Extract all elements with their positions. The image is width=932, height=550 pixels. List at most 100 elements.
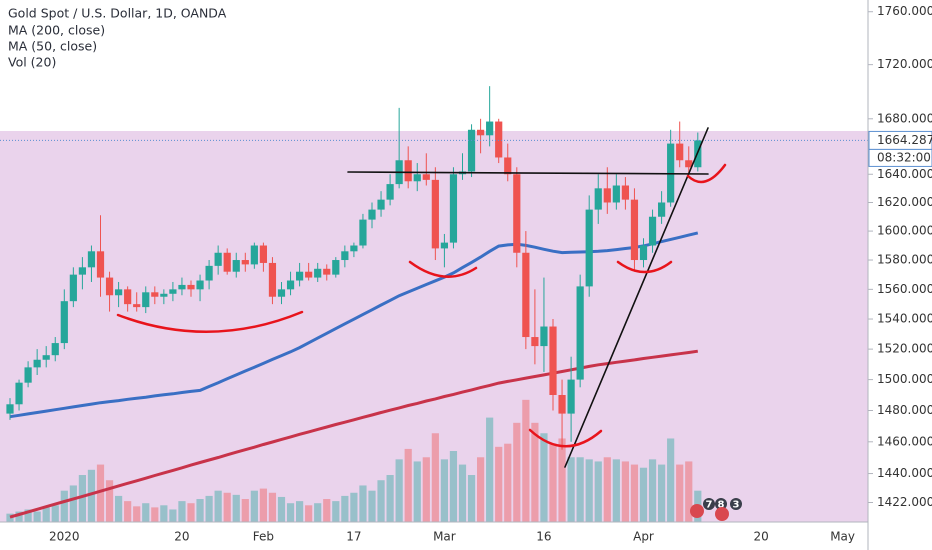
volume-bar: [223, 492, 231, 522]
candle-body: [658, 202, 666, 217]
candle-body: [567, 379, 575, 414]
candle-body: [422, 174, 430, 180]
y-tick-label: 1560.000: [877, 282, 932, 296]
candle-body: [124, 289, 132, 305]
candle-body: [522, 252, 530, 338]
volume-bar: [522, 399, 530, 522]
arc: [528, 428, 603, 448]
y-tick-label: 1500.000: [877, 372, 932, 386]
trend-line: [564, 127, 709, 468]
candle-body: [477, 129, 485, 136]
legend-entry: MA (200, close): [8, 23, 105, 38]
volume-bar: [513, 422, 521, 522]
volume-bar: [449, 451, 458, 522]
volume-bar: [15, 511, 23, 522]
volume-bar: [413, 461, 421, 522]
volume-bar: [232, 494, 240, 522]
candle-body: [413, 174, 421, 182]
x-tick-label: Feb: [253, 530, 274, 544]
candle-body: [268, 262, 277, 297]
y-tick-label: 1720.000: [877, 57, 932, 71]
volume-bar: [250, 490, 258, 522]
volume-bar: [440, 459, 448, 522]
candle-body: [377, 199, 385, 210]
volume-bar: [268, 492, 277, 522]
candle-body: [585, 209, 593, 287]
candle-body: [576, 286, 584, 380]
y-tick-label: 1620.000: [877, 195, 932, 209]
volume-bar: [531, 422, 539, 522]
volume-bar: [585, 459, 593, 522]
candle-body: [603, 188, 611, 203]
volume-bar: [69, 485, 77, 522]
candle-body: [513, 174, 521, 253]
volume-bar: [612, 459, 620, 522]
volume-bar: [567, 457, 575, 522]
volume-bar: [133, 506, 141, 522]
volume-bar: [96, 464, 105, 522]
y-tick-label: 1480.000: [877, 403, 932, 417]
candle-body: [241, 260, 249, 265]
y-tick-label: 1440.000: [877, 466, 932, 480]
x-tick-label: May: [830, 530, 855, 544]
candle-body: [196, 280, 204, 290]
x-tick-label: Apr: [633, 530, 654, 544]
y-tick-label: 1520.000: [877, 342, 932, 356]
candle-body: [486, 121, 494, 136]
badge: [730, 498, 742, 510]
candle-body: [648, 216, 657, 246]
volume-bar: [314, 503, 322, 522]
candle-body: [612, 185, 620, 203]
drawings: [116, 127, 727, 468]
x-tick-label: Mar: [433, 530, 456, 544]
candle-body: [558, 394, 566, 414]
candle-body: [531, 337, 539, 347]
price-axis: [868, 0, 932, 550]
y-tick-label: 1680.000: [877, 111, 932, 125]
volume-bar: [142, 503, 150, 522]
candle-body: [639, 245, 648, 261]
y-tick-label: 1580.000: [877, 253, 932, 267]
candle-body: [549, 326, 557, 395]
volume-bar: [350, 492, 358, 522]
volume-bar: [33, 511, 41, 522]
candle-body: [305, 271, 313, 278]
candle-body: [6, 404, 14, 414]
badge-count: 7: [706, 500, 713, 511]
volume-bar: [667, 438, 675, 522]
volume-bar: [630, 464, 639, 522]
volume-bar: [178, 501, 186, 522]
candle-body: [96, 251, 105, 278]
candle-body: [630, 199, 639, 261]
y-tick-label: 1600.000: [877, 224, 932, 238]
volume-bar: [549, 443, 557, 522]
volume-bar: [78, 475, 86, 522]
candle-body: [187, 284, 195, 290]
candle-body: [60, 301, 68, 344]
arc: [686, 163, 727, 184]
volume-bar: [504, 443, 512, 522]
volume-bar: [60, 490, 68, 522]
candle-body: [259, 245, 267, 263]
candle-body: [685, 160, 693, 168]
candle-body: [69, 274, 77, 302]
candle-body: [467, 129, 476, 172]
candle-body: [214, 252, 222, 266]
volume-bar: [431, 433, 439, 522]
volume-bar: [259, 488, 267, 522]
y-tick-label: 1422.000: [877, 495, 932, 509]
candle-body: [431, 179, 439, 249]
y-tick-label: 1540.000: [877, 312, 932, 326]
candle-body: [105, 277, 114, 296]
volume-bar: [377, 480, 385, 522]
badge: [715, 498, 727, 510]
candle-body: [87, 251, 96, 268]
candle-body: [33, 359, 41, 368]
x-tick-label: 2020: [49, 530, 80, 544]
candle-body: [540, 326, 548, 347]
volume-bar: [594, 461, 602, 522]
volume-bar: [305, 505, 313, 522]
volume-bar: [621, 461, 629, 522]
candle-body: [169, 289, 177, 294]
volume-bar: [467, 475, 476, 522]
